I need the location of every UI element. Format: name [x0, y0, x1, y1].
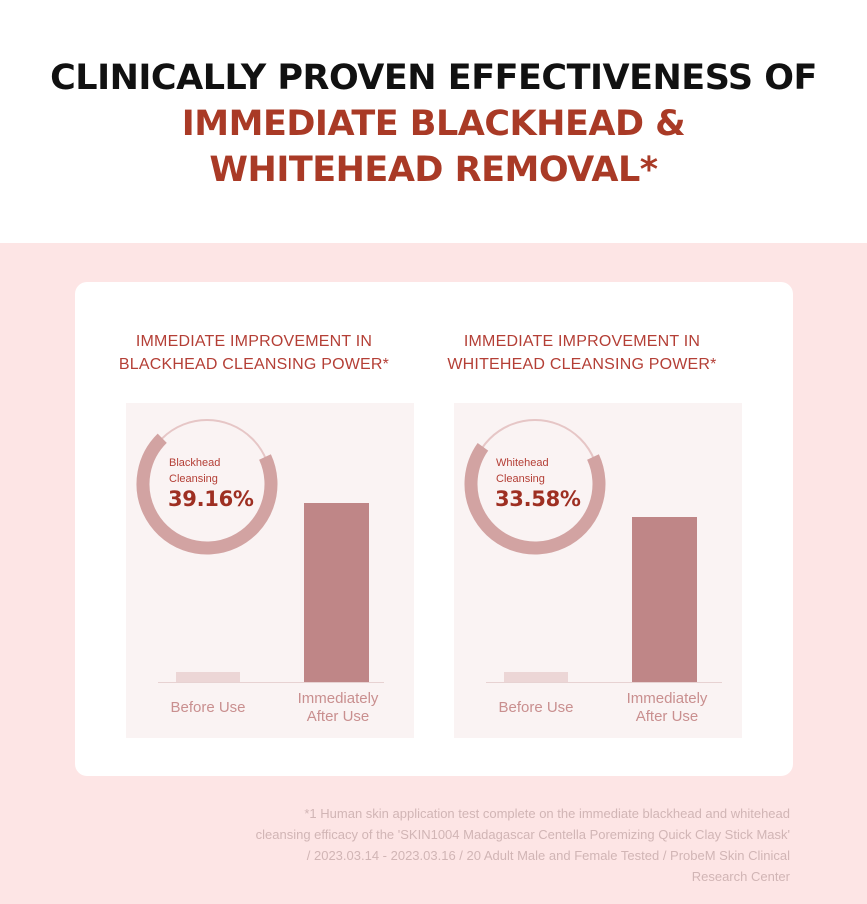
- ring-label-line: Whitehead: [496, 457, 549, 469]
- panel-title-line: IMMEDIATE IMPROVEMENT IN: [463, 333, 701, 350]
- ring-percent-value: 39.16%: [168, 487, 254, 511]
- footnote-line: Research Center: [691, 869, 790, 884]
- panel-title-line: IMMEDIATE IMPROVEMENT IN: [135, 333, 373, 350]
- footnote-line: *1 Human skin application test complete …: [304, 806, 790, 821]
- x-label-line: Immediately: [297, 690, 379, 707]
- bar-before-use: [504, 672, 568, 682]
- ring-label-line: Cleansing: [169, 473, 218, 485]
- x-label-line: Immediately: [626, 690, 708, 707]
- ring-label-line: Cleansing: [496, 473, 545, 485]
- headline-line-3: WHITEHEAD REMOVAL*: [209, 150, 658, 190]
- headline-line-2: IMMEDIATE BLACKHEAD &: [181, 104, 686, 144]
- progress-ring: [464, 413, 606, 555]
- ring-label: Blackhead Cleansing: [169, 455, 220, 487]
- x-label-before-use: Before Use: [476, 699, 596, 717]
- blackhead-panel-title: IMMEDIATE IMPROVEMENT IN BLACKHEAD CLEAN…: [94, 330, 414, 376]
- progress-ring-arc: [464, 413, 606, 555]
- progress-ring: [136, 413, 278, 555]
- bar-immediately-after-use: [304, 503, 369, 682]
- x-label-line: Before Use: [170, 699, 246, 716]
- whitehead-panel-title: IMMEDIATE IMPROVEMENT IN WHITEHEAD CLEAN…: [422, 330, 742, 376]
- x-label-after-use: Immediately After Use: [278, 690, 398, 726]
- whitehead-chart: Whitehead Cleansing 33.58% Before Use Im…: [454, 403, 742, 738]
- ring-label: Whitehead Cleansing: [496, 455, 549, 487]
- bar-immediately-after-use: [632, 517, 697, 682]
- ring-percent-value: 33.58%: [495, 487, 581, 511]
- footnote-line: cleansing efficacy of the 'SKIN1004 Mada…: [255, 827, 790, 842]
- x-label-before-use: Before Use: [148, 699, 268, 717]
- headline-section: CLINICALLY PROVEN EFFECTIVENESS OF IMMED…: [0, 0, 867, 243]
- chart-baseline: [158, 682, 384, 683]
- bar-before-use: [176, 672, 240, 682]
- results-card: IMMEDIATE IMPROVEMENT IN BLACKHEAD CLEAN…: [75, 282, 793, 776]
- chart-baseline: [486, 682, 722, 683]
- blackhead-chart: Blackhead Cleansing 39.16% Before Use Im…: [126, 403, 414, 738]
- panel-title-line: BLACKHEAD CLEANSING POWER*: [118, 356, 390, 373]
- x-label-line: Before Use: [498, 699, 574, 716]
- panel-title-line: WHITEHEAD CLEANSING POWER*: [447, 356, 717, 373]
- x-label-line: After Use: [306, 708, 370, 725]
- ring-label-line: Blackhead: [169, 457, 221, 469]
- headline-line-1: CLINICALLY PROVEN EFFECTIVENESS OF: [50, 58, 817, 98]
- footnote-line: / 2023.03.14 - 2023.03.16 / 20 Adult Mal…: [306, 848, 790, 863]
- x-label-line: After Use: [635, 708, 699, 725]
- x-label-after-use: Immediately After Use: [607, 690, 727, 726]
- footnote: *1 Human skin application test complete …: [150, 803, 790, 887]
